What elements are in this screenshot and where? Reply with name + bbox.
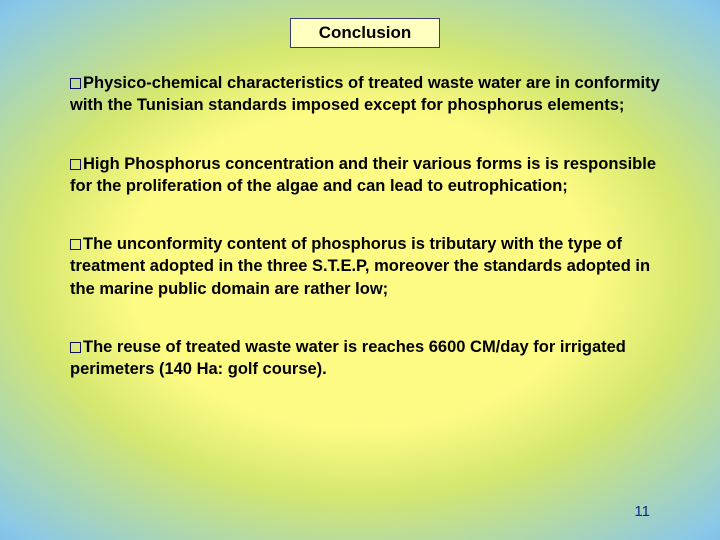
bullet-item: The reuse of treated waste water is reac… — [70, 336, 660, 381]
square-bullet-icon — [70, 78, 81, 89]
square-bullet-icon — [70, 159, 81, 170]
bullet-item: The unconformity content of phosphorus i… — [70, 233, 660, 300]
bullet-item: High Phosphorus concentration and their … — [70, 153, 660, 198]
square-bullet-icon — [70, 342, 81, 353]
bullet-text: The reuse of treated waste water is reac… — [70, 338, 626, 378]
square-bullet-icon — [70, 239, 81, 250]
slide: Conclusion Physico-chemical characterist… — [0, 0, 720, 540]
title-box: Conclusion — [290, 18, 441, 48]
bullet-text: Physico-chemical characteristics of trea… — [70, 74, 660, 114]
bullet-text: The unconformity content of phosphorus i… — [70, 235, 650, 298]
bullet-item: Physico-chemical characteristics of trea… — [70, 72, 660, 117]
bullet-text: High Phosphorus concentration and their … — [70, 155, 656, 195]
slide-title: Conclusion — [319, 23, 412, 42]
page-number: 11 — [634, 503, 650, 520]
